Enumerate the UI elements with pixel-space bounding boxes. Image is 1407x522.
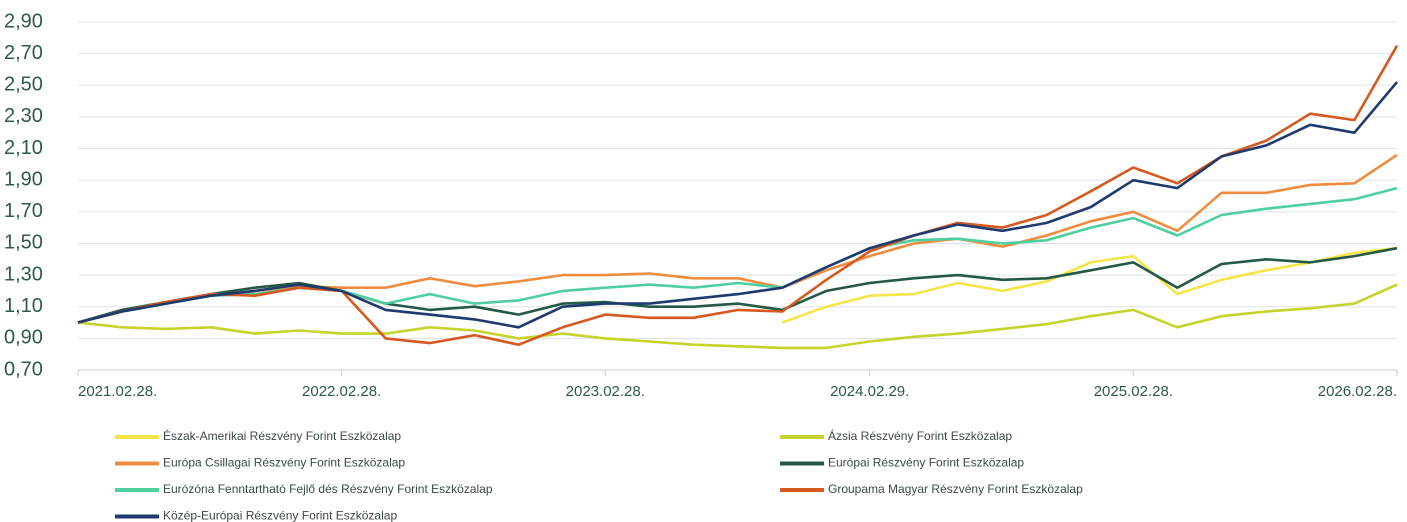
y-tick-label: 2,90 xyxy=(4,10,43,32)
x-tick-label: 2025.02.28. xyxy=(1094,383,1173,400)
y-tick-label: 1,10 xyxy=(4,295,43,317)
y-tick-label: 2,50 xyxy=(4,74,43,96)
legend-label: Ázsia Részvény Forint Eszközalap xyxy=(828,428,1012,443)
y-tick-label: 1,50 xyxy=(4,232,43,254)
legend-label: Európa Csillagai Részvény Forint Eszköza… xyxy=(163,456,405,470)
y-tick-label: 1,90 xyxy=(4,168,43,190)
legend-label: Eurózóna Fenntartható Fejlő dés Részvény… xyxy=(163,482,493,496)
y-tick-label: 0,70 xyxy=(4,358,43,380)
y-tick-label: 2,30 xyxy=(4,105,43,127)
x-tick-label: 2023.02.28. xyxy=(566,383,645,400)
series-line xyxy=(77,186,1398,324)
legend-label: Európai Részvény Forint Eszközalap xyxy=(828,456,1024,470)
series-line xyxy=(77,283,1398,350)
series-line xyxy=(77,45,1399,346)
x-tick-label: 2021.02.28. xyxy=(78,383,157,400)
x-tick-label: 2022.02.28. xyxy=(302,383,381,400)
x-tick-label: 2024.02.29. xyxy=(830,383,909,400)
y-tick-label: 2,10 xyxy=(4,137,43,159)
y-tick-label: 0,90 xyxy=(4,327,43,349)
series-line xyxy=(781,246,1398,324)
legend-label: Észak-Amerikai Részvény Forint Eszközala… xyxy=(163,428,401,443)
series-line xyxy=(77,81,1398,329)
y-tick-label: 1,30 xyxy=(4,263,43,285)
legend-label: Groupama Magyar Részvény Forint Eszközal… xyxy=(828,482,1083,496)
x-tick-label: 2026.02.28. xyxy=(1318,383,1397,400)
series-line xyxy=(77,153,1398,324)
series-line xyxy=(77,246,1398,324)
y-tick-label: 1,70 xyxy=(4,200,43,222)
legend-label: Közép-Európai Részvény Forint Eszközalap xyxy=(163,509,397,522)
y-tick-label: 2,70 xyxy=(4,42,43,64)
